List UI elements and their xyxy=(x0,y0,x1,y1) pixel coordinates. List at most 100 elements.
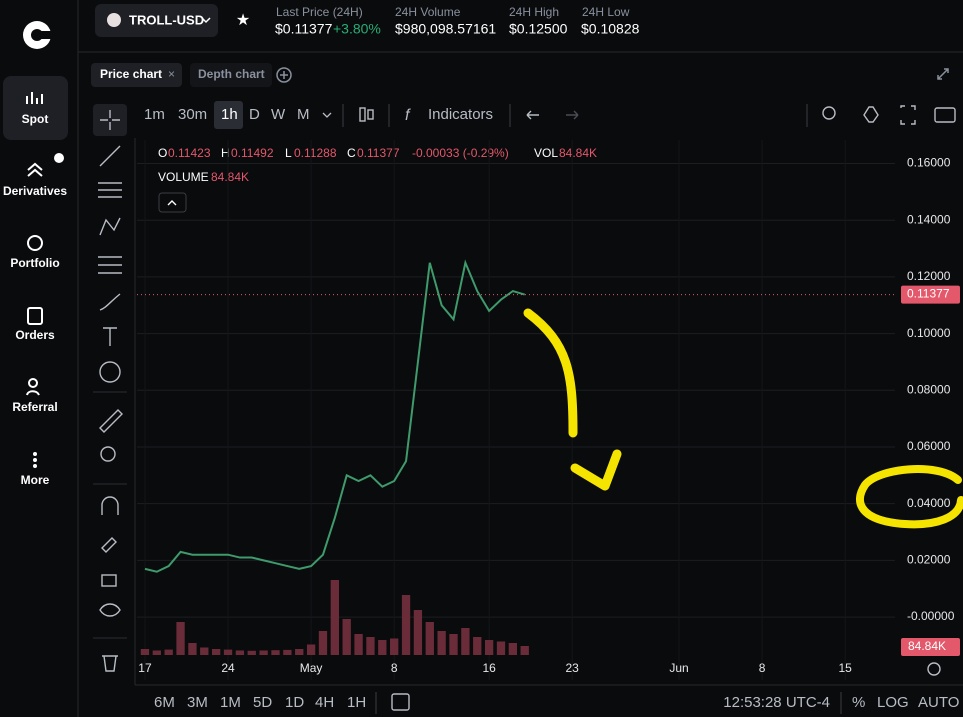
interval[interactable]: D xyxy=(249,106,260,123)
stat-value: $0.11377 xyxy=(275,21,333,37)
dot xyxy=(33,452,37,456)
favorite-star[interactable]: ★ xyxy=(236,12,250,29)
interval[interactable]: 30m xyxy=(178,106,207,123)
y-tick-label: 0.16000 xyxy=(907,156,951,170)
volume-bar xyxy=(295,649,304,655)
tool-lock-draw[interactable] xyxy=(101,537,117,553)
nav-item[interactable]: More xyxy=(21,473,50,487)
add-tab-plus xyxy=(280,71,288,79)
auto-toggle[interactable]: AUTO xyxy=(918,694,959,711)
collapse-button[interactable] xyxy=(158,192,187,213)
tool-lock[interactable] xyxy=(101,574,117,587)
nav-item[interactable]: Spot xyxy=(22,112,49,126)
tool-magnet[interactable] xyxy=(101,496,119,515)
tab[interactable]: Price chart xyxy=(100,67,162,81)
pair-name: TROLL-USD xyxy=(129,12,204,27)
tab-close[interactable]: × xyxy=(168,67,175,81)
icon-fx[interactable]: f xyxy=(405,107,411,124)
pair-selector[interactable] xyxy=(95,4,218,37)
tool-emoji[interactable] xyxy=(99,361,121,383)
range-button[interactable]: 4H xyxy=(315,694,334,711)
icon-referral-body xyxy=(26,390,40,396)
stat-label: Last Price (24H) xyxy=(276,5,363,19)
legend-change: -0.00033 (-0.29%) xyxy=(412,146,509,160)
range-button[interactable]: 3M xyxy=(187,694,208,711)
icon-settings[interactable] xyxy=(863,106,879,123)
y-tick-label: 0.02000 xyxy=(907,553,951,567)
x-tick-label: 8 xyxy=(391,661,398,675)
tool-zoom[interactable] xyxy=(100,446,116,462)
stat-value: $0.10828 xyxy=(581,21,640,37)
price-line xyxy=(144,259,526,573)
icon-referral xyxy=(28,378,38,388)
tab-bg[interactable] xyxy=(190,63,272,87)
nav-item[interactable]: Orders xyxy=(15,328,55,342)
tab-active[interactable] xyxy=(91,63,182,87)
dot xyxy=(33,464,37,468)
y-tick-label: -0.00000 xyxy=(907,609,955,623)
icon-camera[interactable] xyxy=(934,107,956,123)
range-button[interactable]: 1M xyxy=(220,694,241,711)
tool-line[interactable] xyxy=(99,145,121,167)
add-tab[interactable] xyxy=(276,67,292,83)
volume-bar xyxy=(473,637,482,655)
legend-value: 0.11288 xyxy=(294,146,337,160)
y-tick-label: 0.12000 xyxy=(907,269,951,283)
volume-bar xyxy=(390,638,399,655)
nav-item[interactable]: Referral xyxy=(12,400,57,414)
range-button[interactable]: 1H xyxy=(347,694,366,711)
icon-search[interactable] xyxy=(822,106,836,120)
volume-bar xyxy=(200,647,209,655)
tool-pattern[interactable] xyxy=(99,217,121,236)
pair-icon xyxy=(107,13,121,27)
axis-settings[interactable] xyxy=(927,662,941,676)
legend-value: 84.84K xyxy=(211,170,249,184)
interval[interactable]: 1h xyxy=(221,106,238,123)
volume-bar xyxy=(449,634,458,655)
icon-undo[interactable] xyxy=(526,110,539,120)
tool-projection[interactable] xyxy=(98,256,122,274)
chevron[interactable] xyxy=(322,112,332,118)
volume-bar xyxy=(164,649,173,655)
legend-value: 84.84K xyxy=(559,146,597,160)
x-tick-label: 23 xyxy=(566,661,580,675)
tool-fib[interactable] xyxy=(98,182,122,198)
interval[interactable]: 1m xyxy=(144,106,165,123)
toolbar-separators xyxy=(342,104,808,127)
volume-bar xyxy=(140,649,150,655)
expand[interactable] xyxy=(937,68,949,80)
interval[interactable]: M xyxy=(297,106,310,123)
interval[interactable]: W xyxy=(271,106,286,123)
percent-toggle[interactable]: % xyxy=(852,694,865,711)
nav-item[interactable]: Derivatives xyxy=(3,184,67,198)
legend-key: H xyxy=(221,146,230,160)
y-tick-label: 0.14000 xyxy=(907,212,951,226)
range-button[interactable]: 5D xyxy=(253,694,272,711)
tool-text[interactable] xyxy=(103,327,117,346)
x-tick-label: 15 xyxy=(838,661,852,675)
range-button[interactable]: 1D xyxy=(285,694,304,711)
legend-value: 0.11492 xyxy=(231,146,274,160)
tool-eye[interactable] xyxy=(99,603,121,617)
range-button[interactable]: 6M xyxy=(154,694,175,711)
icon-candle[interactable] xyxy=(359,107,366,122)
volume-bar xyxy=(223,649,233,655)
indicators[interactable]: Indicators xyxy=(428,106,493,123)
volume-bar xyxy=(259,650,268,655)
icon-redo[interactable] xyxy=(566,110,579,120)
tab[interactable]: Depth chart xyxy=(198,67,265,81)
log-toggle[interactable]: LOG xyxy=(877,694,909,711)
volume-bar xyxy=(378,640,387,655)
tool-crosshair[interactable] xyxy=(100,110,120,130)
nav-item[interactable]: Portfolio xyxy=(10,256,59,270)
tool-brush[interactable] xyxy=(99,293,121,311)
icon-candle[interactable] xyxy=(367,109,374,120)
icon-fullscreen[interactable] xyxy=(900,105,916,125)
volume-tag xyxy=(901,638,960,656)
x-tick-label: 16 xyxy=(482,661,496,675)
date-range-icon[interactable] xyxy=(391,693,410,711)
stat-label: 24H Volume xyxy=(395,5,461,19)
tool-trash[interactable] xyxy=(102,655,118,672)
tool-ruler[interactable] xyxy=(99,409,123,433)
